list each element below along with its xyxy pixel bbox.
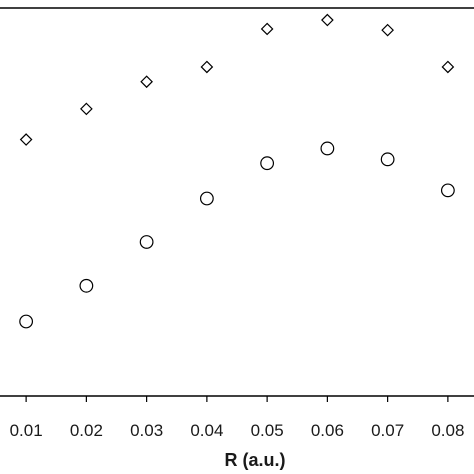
circle-point xyxy=(380,152,395,167)
plot-frame xyxy=(0,7,474,397)
diamond-point xyxy=(260,22,274,36)
x-tick-label: 0.08 xyxy=(431,421,464,440)
circle-point xyxy=(260,156,275,171)
data-markers xyxy=(19,13,455,329)
diamond-point xyxy=(200,60,214,74)
diamond-point xyxy=(441,60,455,74)
x-axis-ticks xyxy=(25,396,449,402)
diamond-point xyxy=(80,102,93,116)
diamond-point xyxy=(381,23,394,37)
circle-point xyxy=(139,235,154,249)
circle-point xyxy=(19,314,34,329)
x-tick-label: 0.02 xyxy=(70,421,103,440)
x-tick-label: 0.04 xyxy=(190,421,223,440)
x-tick-labels: 0.01 0.02 0.03 0.04 0.05 0.06 0.07 0.08 xyxy=(10,421,465,440)
x-tick-label: 0.07 xyxy=(371,421,404,440)
x-tick-label: 0.06 xyxy=(311,421,344,440)
circle-point xyxy=(440,183,455,198)
x-axis-label: R (a.u.) xyxy=(225,450,286,470)
x-tick-label: 0.03 xyxy=(130,421,163,440)
circle-point xyxy=(320,141,335,156)
x-tick-label: 0.05 xyxy=(251,421,284,440)
x-tick-label: 0.01 xyxy=(10,421,43,440)
diamond-point xyxy=(140,75,153,89)
circle-point xyxy=(199,191,214,206)
diamond-point xyxy=(321,13,334,27)
diamond-point xyxy=(19,133,33,146)
circle-point xyxy=(79,278,94,293)
